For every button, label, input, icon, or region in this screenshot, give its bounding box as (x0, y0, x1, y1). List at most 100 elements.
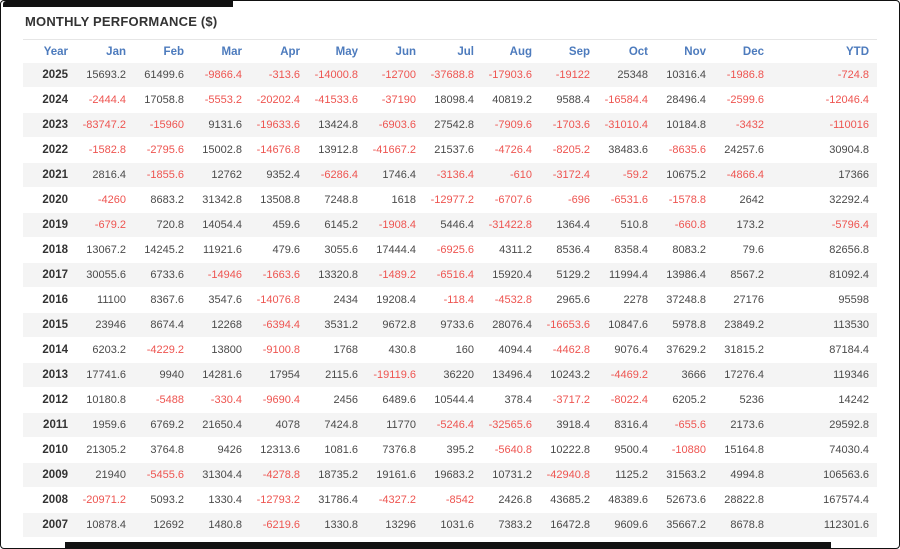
month-value-cell: 25348 (598, 63, 656, 88)
month-value-cell: -17903.6 (482, 63, 540, 88)
column-header-jun[interactable]: Jun (395, 45, 416, 58)
month-value-cell: 28076.4 (482, 312, 540, 338)
month-value-cell: 13508.8 (250, 187, 308, 213)
ytd-cell: 17366 (772, 162, 877, 188)
month-value-cell: 3531.2 (308, 312, 366, 338)
year-cell: 2009 (23, 462, 76, 488)
year-cell: 2012 (23, 387, 76, 413)
column-header-feb[interactable]: Feb (163, 45, 184, 58)
column-header-oct[interactable]: Oct (628, 45, 648, 58)
column-header-dec[interactable]: Dec (742, 45, 764, 58)
column-header-sep[interactable]: Sep (568, 45, 590, 58)
column-header-nov[interactable]: Nov (684, 45, 706, 58)
month-value-cell: -16584.4 (598, 87, 656, 113)
month-value-cell: -4327.2 (366, 487, 424, 513)
month-value-cell: 17741.6 (76, 362, 134, 388)
month-value-cell: -3432 (714, 112, 772, 138)
month-value-cell: 40819.2 (482, 87, 540, 113)
month-value-cell: 1768 (308, 337, 366, 363)
month-value-cell: 13496.4 (482, 362, 540, 388)
month-value-cell: 16472.8 (540, 512, 598, 538)
month-value-cell: 7383.2 (482, 512, 540, 538)
year-cell: 2019 (23, 212, 76, 238)
month-value-cell: 8536.4 (540, 237, 598, 263)
month-value-cell: 31786.4 (308, 487, 366, 513)
month-value-cell: -5455.6 (134, 462, 192, 488)
month-value-cell: -19122 (540, 63, 598, 88)
month-value-cell: -37190 (366, 87, 424, 113)
column-header-ytd[interactable]: YTD (846, 45, 869, 58)
table-row-2023: 2023 -83747.2 -15960 9131.6 -19633.6 13424.8-… (23, 112, 877, 138)
month-value-cell: 11921.6 (192, 237, 250, 263)
month-value-cell: -14000.8 (308, 63, 366, 88)
month-value-cell: 2173.6 (714, 412, 772, 438)
table-row-2024: 2024 -2444.4 17058.8 -5553.2 -20202.4 -41533.… (23, 87, 877, 113)
column-header-aug[interactable]: Aug (509, 45, 532, 58)
year-cell: 2021 (23, 162, 76, 188)
month-value-cell: 8367.6 (134, 287, 192, 313)
month-value-cell: -1489.2 (366, 262, 424, 288)
month-value-cell: 1618 (366, 187, 424, 213)
table-row-2016: 2016 11100 8367.6 3547.6 -14076.8 2434 19208.4… (23, 287, 877, 313)
month-value-cell: 8083.2 (656, 237, 714, 263)
month-value-cell: -7909.6 (482, 112, 540, 138)
month-value-cell: -1578.8 (656, 187, 714, 213)
table-row-2010: 2010 21305.2 3764.8 9426 12313.6 1081.6 7376.8… (23, 437, 877, 463)
month-value-cell: -610 (482, 162, 540, 188)
month-value-cell: -6516.4 (424, 262, 482, 288)
month-value-cell: 6205.2 (656, 387, 714, 413)
month-value-cell: -41533.6 (308, 87, 366, 113)
year-cell: 2018 (23, 237, 76, 263)
month-value-cell: 9940 (134, 362, 192, 388)
month-value-cell: 479.6 (250, 237, 308, 263)
column-header-jan[interactable]: Jan (106, 45, 126, 58)
month-value-cell: 10675.2 (656, 162, 714, 188)
bottom-edge-bar (65, 542, 831, 548)
column-header-may[interactable]: May (335, 45, 358, 58)
column-header-jul[interactable]: Jul (457, 45, 474, 58)
month-value-cell: -4462.8 (540, 337, 598, 363)
table-row-2017: 2017 30055.6 6733.6 -14946 -1663.6 13320.8 -14… (23, 262, 877, 288)
month-value-cell: 160 (424, 337, 482, 363)
month-value-cell: -6903.6 (366, 112, 424, 138)
month-value-cell: 11100 (76, 287, 134, 313)
month-value-cell: 21940 (76, 462, 134, 488)
month-value-cell: 3666 (656, 362, 714, 388)
month-value-cell: -3172.4 (540, 162, 598, 188)
month-value-cell: -15960 (134, 112, 192, 138)
month-value-cell: 35667.2 (656, 512, 714, 538)
month-value-cell: -696 (540, 187, 598, 213)
table-row-2009: 2009 21940 -5455.6 31304.4 -4278.8 18735.2 191… (23, 462, 877, 488)
month-value-cell: 19208.4 (366, 287, 424, 313)
ytd-cell: 81092.4 (772, 262, 877, 288)
month-value-cell: -8542 (424, 487, 482, 513)
month-value-cell: -42940.8 (540, 462, 598, 488)
table-row-2015: 2015 23946 8674.4 12268 -6394.4 3531.2 9672.8 9… (23, 312, 877, 338)
year-cell: 2017 (23, 262, 76, 288)
month-value-cell: -330.4 (192, 387, 250, 413)
month-value-cell: 510.8 (598, 212, 656, 238)
month-value-cell: 31342.8 (192, 187, 250, 213)
month-value-cell: -4469.2 (598, 362, 656, 388)
month-value-cell: -59.2 (598, 162, 656, 188)
month-value-cell: -8635.6 (656, 137, 714, 163)
month-value-cell: 3055.6 (308, 237, 366, 263)
column-header-mar[interactable]: Mar (221, 45, 242, 58)
table-row-2011: 2011 1959.6 6769.2 21650.4 4078 7424.8 11770 -5… (23, 412, 877, 438)
month-value-cell: -1855.6 (134, 162, 192, 188)
month-value-cell: -12700 (366, 63, 424, 88)
month-value-cell: -6219.6 (250, 512, 308, 538)
month-value-cell: -6531.6 (598, 187, 656, 213)
ytd-cell: 167574.4 (772, 487, 877, 513)
month-value-cell: 10243.2 (540, 362, 598, 388)
month-value-cell: -8205.2 (540, 137, 598, 163)
month-value-cell: 5129.2 (540, 262, 598, 288)
column-header-apr[interactable]: Apr (280, 45, 300, 58)
month-value-cell: 6733.6 (134, 262, 192, 288)
month-value-cell: 5093.2 (134, 487, 192, 513)
month-value-cell: 13986.4 (656, 262, 714, 288)
month-value-cell: 9131.6 (192, 112, 250, 138)
month-value-cell: -4278.8 (250, 462, 308, 488)
column-header-year: Year (43, 45, 68, 58)
year-cell: 2015 (23, 312, 76, 338)
